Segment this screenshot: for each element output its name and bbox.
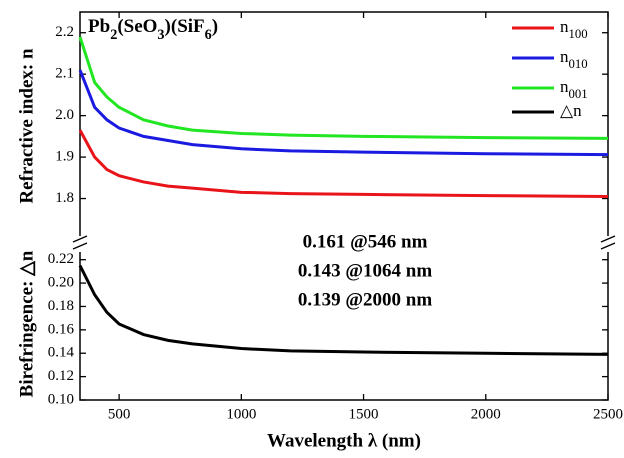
legend-label: △n (560, 101, 582, 120)
data-line (78, 264, 609, 356)
y-tick-label: 0.14 (48, 345, 75, 361)
data-line (78, 36, 609, 140)
annotation: 0.161 @546 nm (303, 231, 428, 252)
y-tick-label: 1.8 (55, 190, 74, 206)
legend-label: n001 (560, 77, 588, 101)
axis-break (72, 235, 616, 250)
x-tick-label: 500 (108, 406, 131, 422)
chart-title: Pb2(SeO3)(SiF6) (88, 16, 218, 43)
x-tick-label: 1000 (226, 406, 256, 422)
data-line (78, 129, 609, 198)
annotation: 0.139 @2000 nm (298, 289, 432, 310)
y-axis-label: Birefringence: △n (16, 250, 37, 397)
y-tick-label: 0.12 (48, 368, 74, 384)
top-frame (79, 11, 609, 236)
data-line (78, 69, 609, 157)
y-tick-label: 0.22 (48, 251, 74, 267)
y-tick-label: 2.0 (55, 107, 74, 123)
legend-label: n010 (560, 47, 588, 71)
legend-label: n100 (560, 17, 588, 41)
x-axis-label: Wavelength λ (nm) (267, 430, 421, 451)
x-tick-label: 1500 (349, 406, 379, 422)
annotation: 0.143 @1064 nm (298, 260, 432, 281)
x-tick-label: 2000 (471, 406, 501, 422)
bottom-frame (79, 252, 609, 401)
y-axis-label: Refractive index: n (16, 48, 37, 204)
y-tick-label: 0.18 (48, 298, 74, 314)
x-tick-label: 2500 (593, 406, 623, 422)
y-tick-label: 2.1 (55, 66, 74, 82)
y-tick-label: 2.2 (55, 24, 74, 40)
y-tick-label: 0.10 (48, 391, 74, 407)
y-tick-label: 1.9 (55, 149, 74, 165)
y-tick-label: 0.20 (48, 275, 74, 291)
y-tick-label: 0.16 (48, 321, 75, 337)
